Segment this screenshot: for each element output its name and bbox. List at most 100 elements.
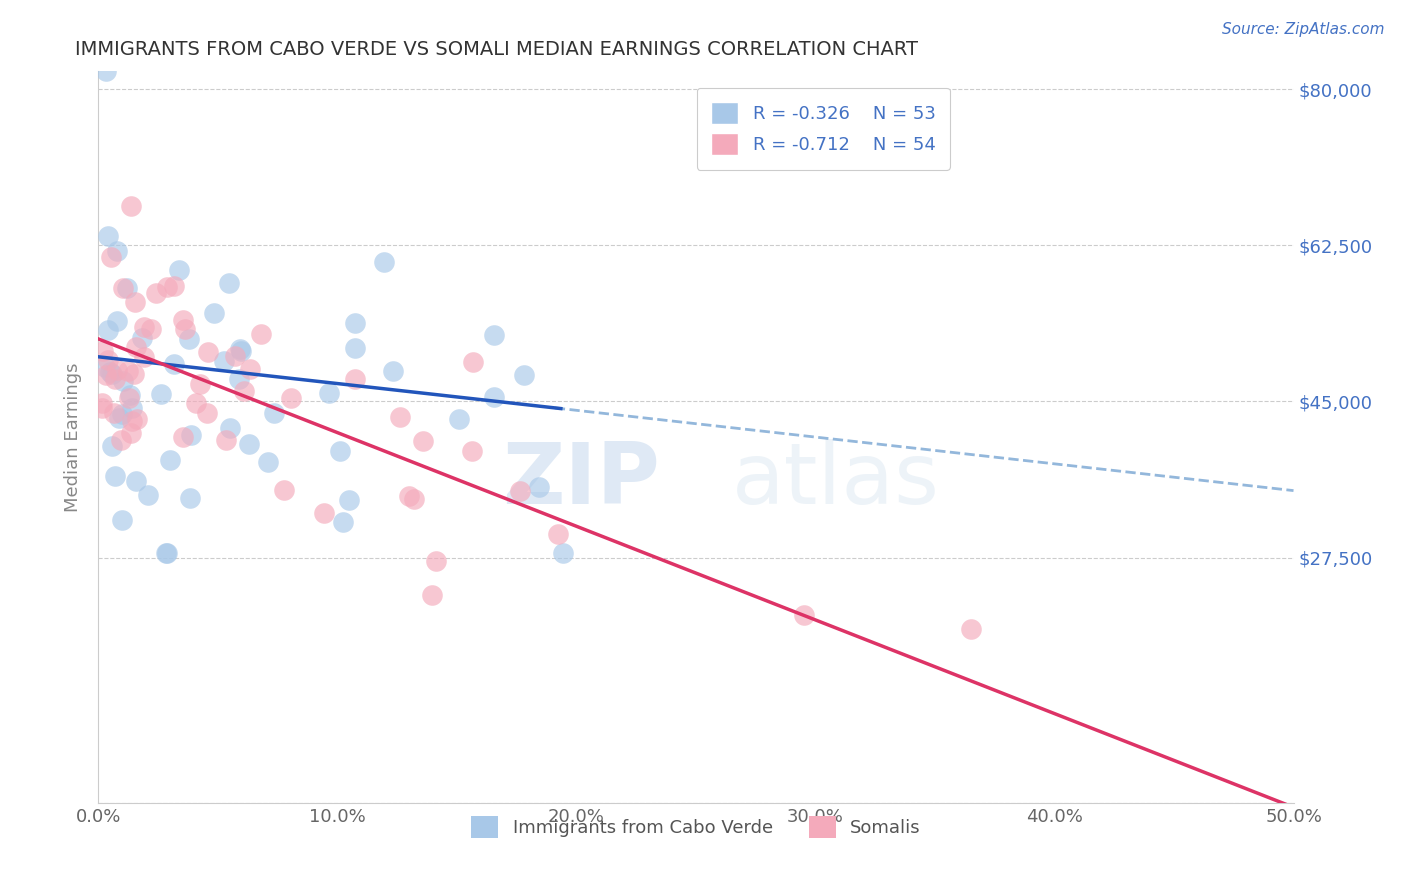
Point [104, 372, 127, 386]
Point [447, 412, 470, 426]
Point [139, 322, 162, 336]
Point [150, 387, 173, 401]
Point [280, 391, 302, 405]
Point [118, 388, 141, 402]
Point [172, 430, 194, 444]
Point [108, 410, 131, 425]
Point [218, 276, 240, 290]
Point [91, 401, 114, 415]
Point [179, 491, 201, 505]
Point [263, 406, 285, 420]
Point [239, 362, 262, 376]
Point [101, 367, 124, 381]
Point [420, 588, 443, 602]
Point [94, 360, 117, 375]
Point [461, 355, 484, 369]
Point [215, 433, 238, 447]
Point [120, 199, 142, 213]
Point [163, 278, 186, 293]
Point [482, 391, 505, 405]
Point [256, 455, 278, 469]
Point [124, 295, 146, 310]
Point [425, 553, 447, 567]
Point [224, 350, 246, 364]
Y-axis label: Median Earnings: Median Earnings [65, 362, 83, 512]
Point [793, 608, 815, 623]
Point [318, 386, 340, 401]
Point [344, 342, 367, 356]
Point [186, 396, 208, 410]
Point [337, 493, 360, 508]
Point [110, 433, 132, 447]
Point [188, 376, 211, 391]
Point [461, 444, 484, 458]
Point [177, 332, 200, 346]
Point [136, 488, 159, 502]
Point [94, 64, 117, 78]
Point [125, 411, 148, 425]
Point [373, 254, 395, 268]
Point [529, 480, 551, 494]
Point [202, 306, 225, 320]
Point [233, 384, 256, 398]
Text: ZIP: ZIP [502, 440, 661, 523]
Point [314, 506, 336, 520]
Point [412, 434, 434, 448]
Point [960, 622, 983, 636]
Point [344, 372, 367, 386]
Point [180, 428, 202, 442]
Point [105, 244, 128, 259]
Point [134, 350, 156, 364]
Point [145, 285, 167, 300]
Point [218, 421, 240, 435]
Point [509, 483, 531, 498]
Point [97, 323, 120, 337]
Point [197, 345, 219, 359]
Point [398, 489, 420, 503]
Point [131, 331, 153, 345]
Point [104, 469, 127, 483]
Point [91, 344, 114, 359]
Point [91, 396, 114, 410]
Point [329, 444, 352, 458]
Point [105, 362, 128, 376]
Point [100, 250, 122, 264]
Point [273, 483, 295, 497]
Point [122, 367, 145, 381]
Point [238, 437, 260, 451]
Point [155, 546, 177, 560]
Point [172, 312, 194, 326]
Point [105, 314, 128, 328]
Point [134, 320, 156, 334]
Point [167, 262, 190, 277]
Point [156, 280, 179, 294]
Point [163, 357, 186, 371]
Point [547, 527, 569, 541]
Point [332, 516, 354, 530]
Point [117, 363, 139, 377]
Text: atlas: atlas [733, 440, 939, 523]
Legend: Immigrants from Cabo Verde, Somalis: Immigrants from Cabo Verde, Somalis [464, 808, 928, 845]
Point [101, 439, 124, 453]
Point [156, 546, 179, 560]
Point [195, 406, 218, 420]
Point [125, 474, 148, 488]
Point [159, 453, 181, 467]
Point [212, 354, 235, 368]
Point [173, 322, 195, 336]
Point [112, 281, 135, 295]
Point [121, 415, 143, 429]
Text: IMMIGRANTS FROM CABO VERDE VS SOMALI MEDIAN EARNINGS CORRELATION CHART: IMMIGRANTS FROM CABO VERDE VS SOMALI MED… [75, 39, 918, 59]
Point [343, 316, 366, 330]
Point [513, 368, 536, 383]
Point [96, 368, 118, 382]
Point [98, 364, 121, 378]
Point [482, 328, 505, 343]
Text: Source: ZipAtlas.com: Source: ZipAtlas.com [1222, 22, 1385, 37]
Point [228, 372, 250, 386]
Point [112, 374, 135, 388]
Point [125, 340, 148, 354]
Point [389, 409, 412, 424]
Point [229, 343, 252, 358]
Point [111, 513, 134, 527]
